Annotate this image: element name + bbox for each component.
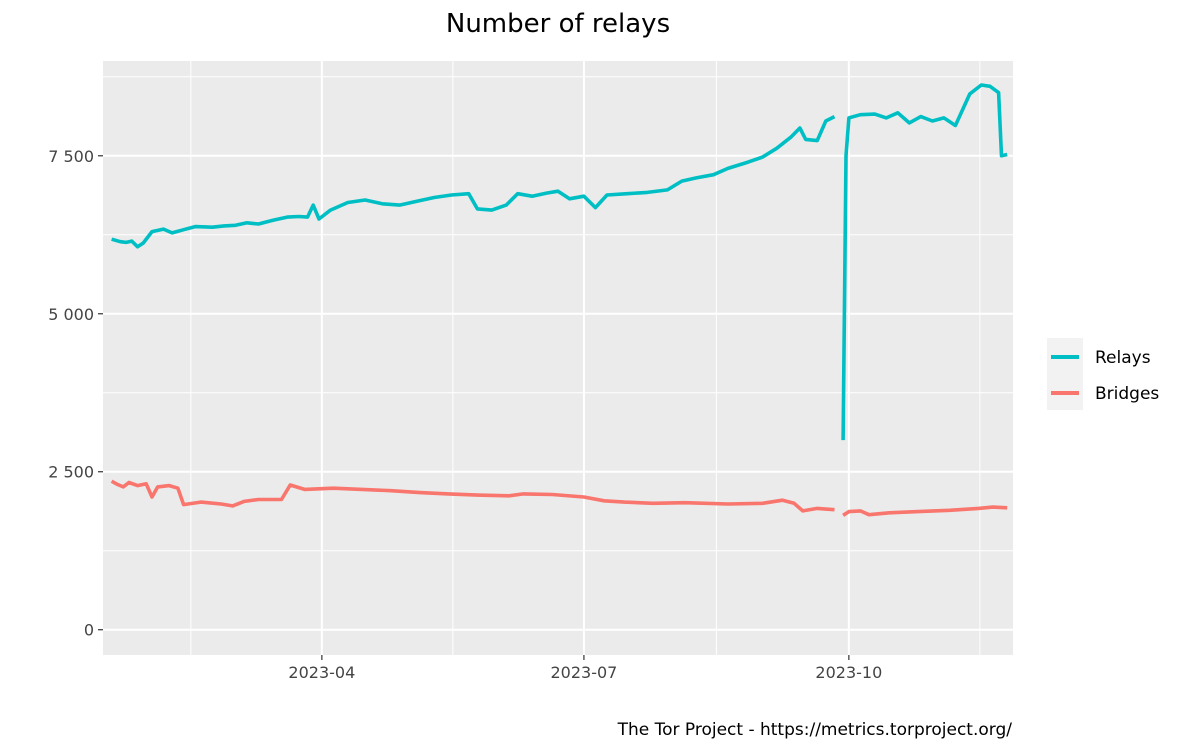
y-tick-label: 2 500 <box>48 463 94 482</box>
plot-panel <box>103 61 1013 655</box>
bridges-series-line <box>110 479 835 513</box>
series-layer <box>110 83 1008 517</box>
y-tick-label: 7 500 <box>48 147 94 166</box>
legend-label-relays: Relays <box>1095 348 1151 368</box>
minor-gridlines <box>103 61 1013 655</box>
bridges-series-line <box>842 505 1008 517</box>
x-axis: 2023-04 2023-07 2023-10 <box>288 655 882 682</box>
chart-caption: The Tor Project - https://metrics.torpro… <box>617 720 1013 740</box>
legend-label-bridges: Bridges <box>1095 384 1159 404</box>
relays-series-line <box>111 114 836 249</box>
y-tick-label: 5 000 <box>48 305 94 324</box>
y-axis: 0 2 500 5 000 7 500 <box>48 147 103 640</box>
major-gridlines <box>103 61 1013 655</box>
relays-series-line <box>841 83 1008 441</box>
x-tick-label: 2023-10 <box>815 663 882 682</box>
y-tick-label: 0 <box>84 621 94 640</box>
chart-title: Number of relays <box>446 9 670 39</box>
legend-key-background <box>1047 338 1083 410</box>
x-tick-label: 2023-07 <box>550 663 617 682</box>
legend: Relays Bridges <box>1047 338 1159 410</box>
x-tick-label: 2023-04 <box>288 663 355 682</box>
